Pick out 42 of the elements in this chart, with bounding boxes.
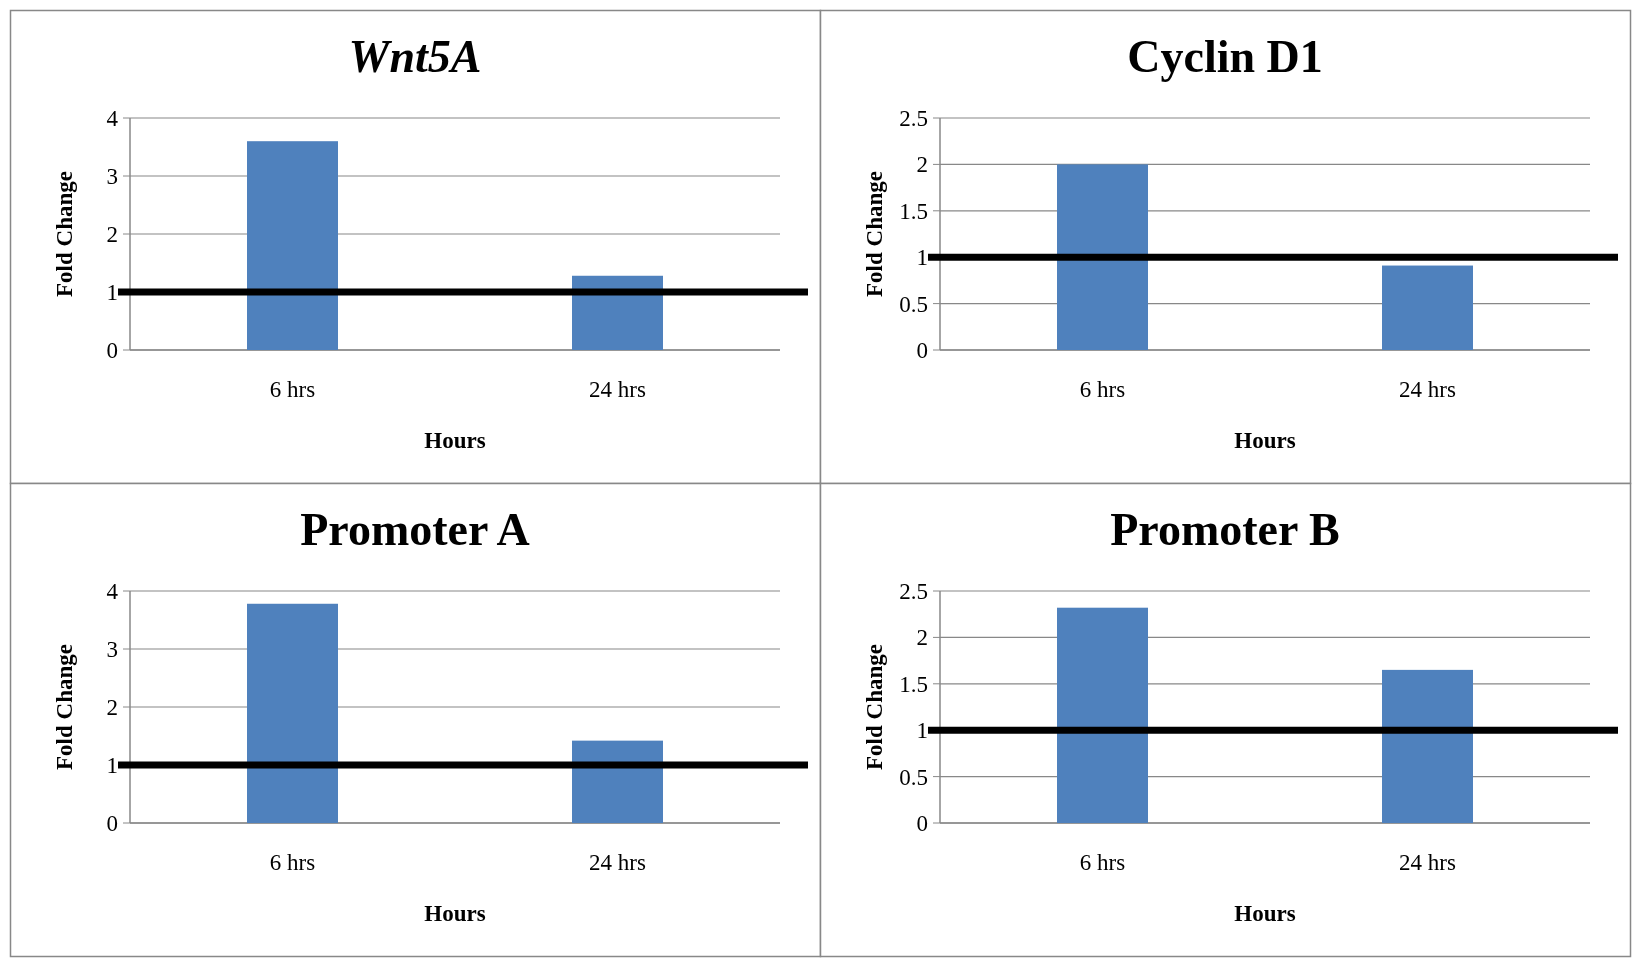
x-tick-label: 24 hrs [589,377,646,402]
chart-title: Promoter B [1110,504,1340,555]
y-tick-label: 4 [106,106,119,132]
y-tick-label: 2 [106,695,118,721]
y-axis-title: Fold Change [52,171,77,297]
y-tick-label: 1 [916,245,928,271]
y-tick-label: 3 [106,637,118,663]
x-axis-title: Hours [424,901,486,926]
x-tick-label: 6 hrs [269,377,316,402]
y-tick-label: 1.5 [899,198,928,224]
y-tick-label: 0 [916,811,928,837]
y-tick-label: 3 [106,164,118,190]
y-axis-title: Fold Change [862,644,887,770]
y-tick-label: 0 [106,338,118,364]
x-tick-label: 6 hrs [269,850,316,875]
x-tick-label: 6 hrs [1079,377,1126,402]
y-tick-label: 2 [106,222,118,248]
y-tick-label: 0 [106,811,118,837]
y-tick-label: 4 [106,579,119,605]
x-tick-label: 24 hrs [1399,377,1456,402]
y-axis-title: Fold Change [52,644,77,770]
x-tick-label: 24 hrs [1399,850,1456,875]
chart-title: Cyclin D1 [1127,31,1323,82]
y-tick-label: 0 [916,338,928,364]
y-tick-label: 2 [916,625,928,651]
y-tick-label: 0.5 [899,291,928,317]
y-tick-label: 2.5 [899,106,928,132]
y-tick-label: 2 [916,152,928,178]
x-tick-label: 24 hrs [589,850,646,875]
y-tick-label: 1 [106,280,118,306]
y-tick-label: 1 [106,753,118,779]
x-axis-title: Hours [1234,428,1296,453]
x-tick-label: 6 hrs [1079,850,1126,875]
x-axis-title: Hours [1234,901,1296,926]
y-tick-label: 1.5 [899,671,928,697]
y-tick-label: 2.5 [899,579,928,605]
y-axis-title: Fold Change [862,171,887,297]
x-axis-title: Hours [424,428,486,453]
y-tick-label: 0.5 [899,764,928,790]
chart-title: Wnt5A [348,31,482,82]
y-tick-label: 1 [916,718,928,744]
chart-title: Promoter A [300,504,530,555]
